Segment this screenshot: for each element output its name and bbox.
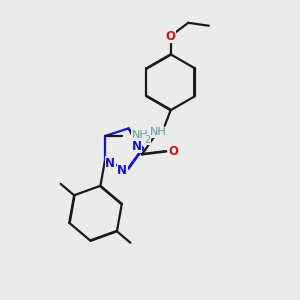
Text: 2: 2: [144, 135, 150, 145]
Text: N: N: [117, 164, 127, 177]
Text: O: O: [166, 30, 176, 43]
Text: NH: NH: [150, 127, 166, 137]
Text: N: N: [105, 157, 115, 170]
Text: NH: NH: [131, 130, 148, 140]
Text: N: N: [132, 140, 142, 153]
Text: O: O: [169, 145, 178, 158]
